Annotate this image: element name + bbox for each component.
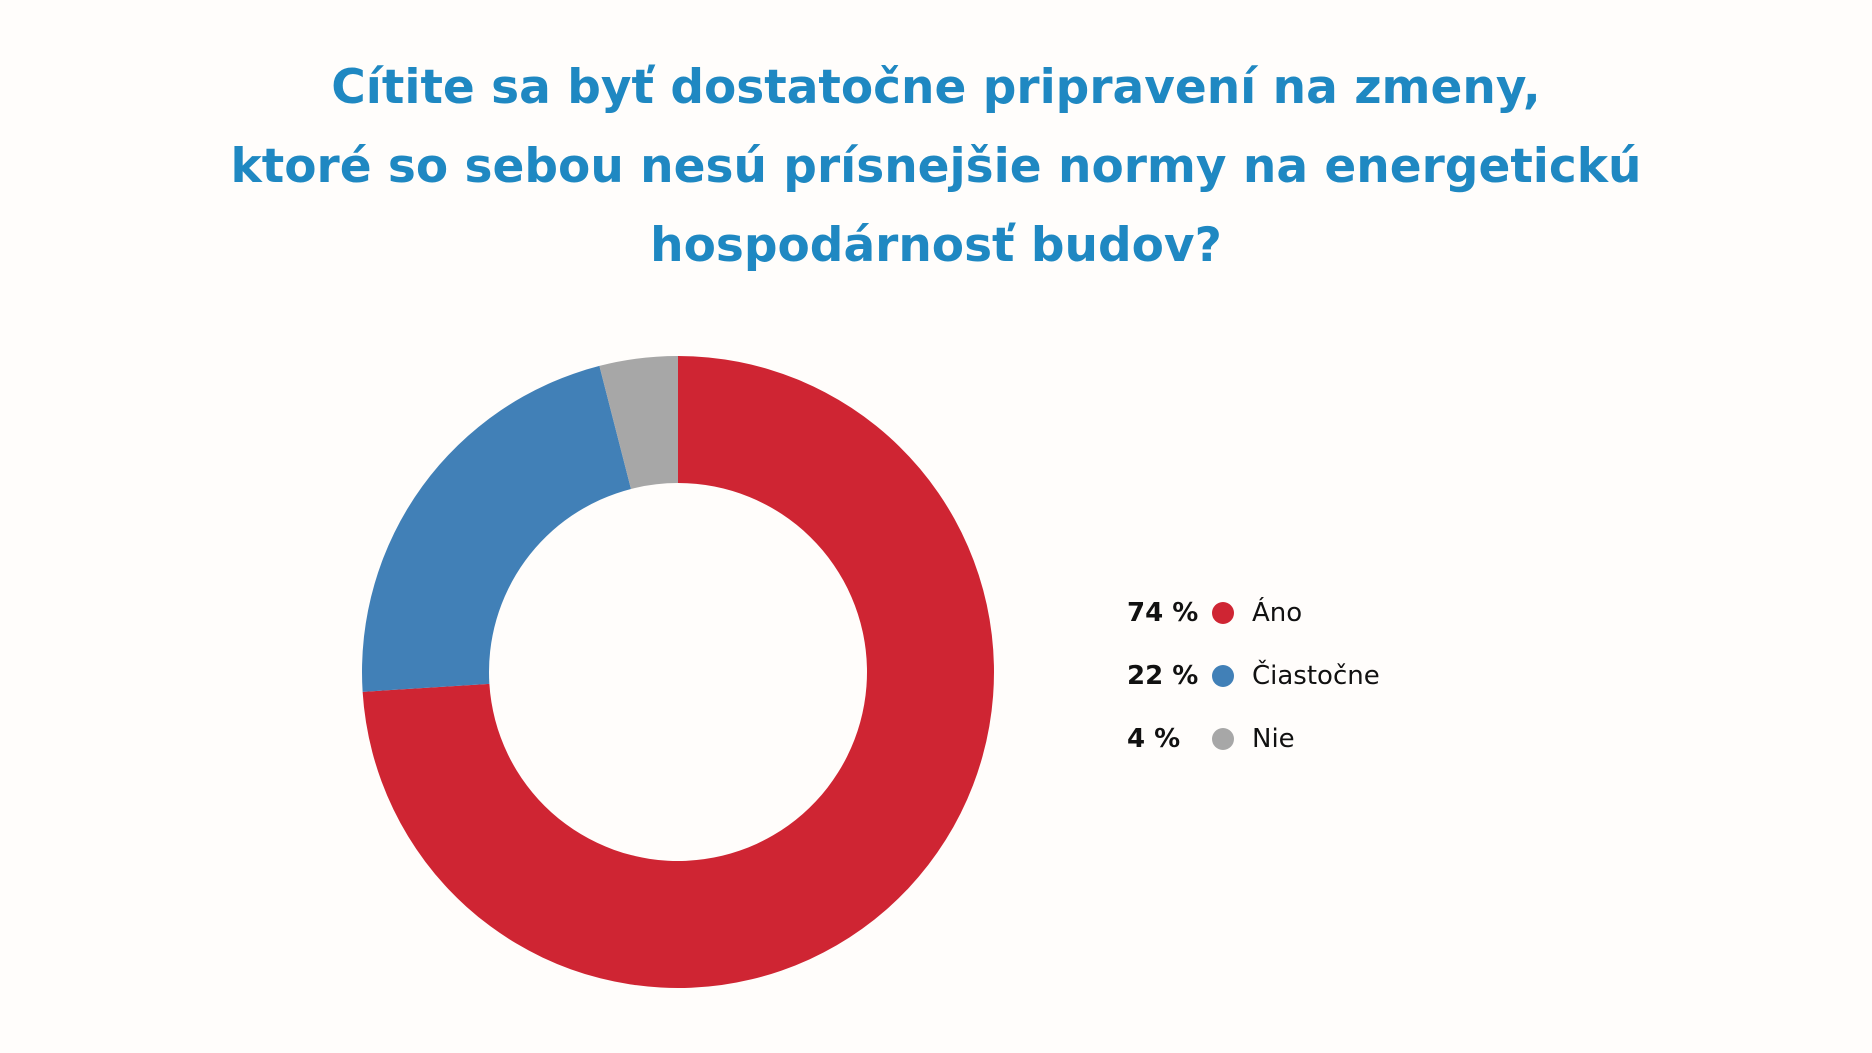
legend-color-dot: [1212, 664, 1234, 687]
legend-item-ciastocne: 22 % Čiastočne: [1127, 644, 1380, 707]
legend-item-nie: 4 % Nie: [1127, 707, 1380, 770]
legend-label: Čiastočne: [1252, 660, 1380, 691]
legend-color-dot: [1212, 727, 1234, 750]
legend-label: Áno: [1252, 597, 1303, 628]
legend-value: 4 %: [1127, 723, 1181, 754]
title-line-1: Cítite sa byť dostatočne pripravení na z…: [331, 60, 1541, 115]
donut-slice-ano: [362, 356, 995, 989]
title-line-2: ktoré so sebou nesú prísnejšie normy na …: [230, 139, 1642, 194]
chart-legend: 74 % Áno 22 % Čiastočne 4 % Nie: [1127, 581, 1380, 770]
chart-title: Cítite sa byť dostatočne pripravení na z…: [0, 48, 1872, 285]
legend-value: 74 %: [1127, 597, 1199, 628]
donut-slice-ciastocne: [362, 365, 631, 692]
legend-item-ano: 74 % Áno: [1127, 581, 1380, 644]
legend-value: 22 %: [1127, 660, 1199, 691]
legend-label: Nie: [1252, 723, 1295, 754]
legend-color-dot: [1212, 601, 1234, 624]
donut-slice-nie: [599, 356, 678, 489]
title-line-3: hospodárnosť budov?: [650, 218, 1222, 273]
